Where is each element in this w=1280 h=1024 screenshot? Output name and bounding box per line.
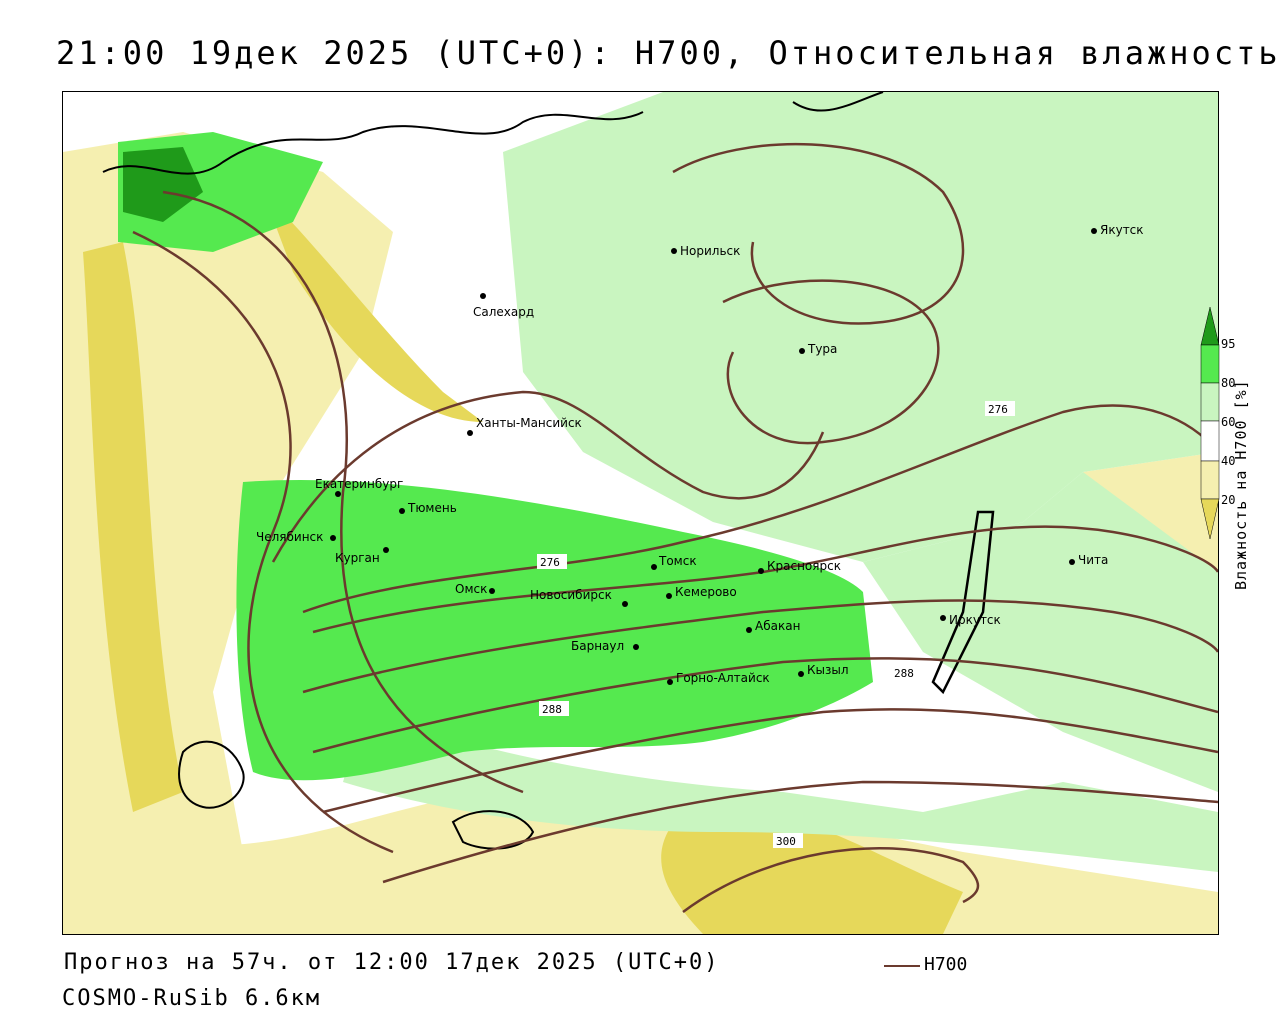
city-label: Иркутск bbox=[949, 613, 1001, 627]
city-label: Екатеринбург bbox=[315, 477, 403, 491]
city-label: Тюмень bbox=[407, 501, 457, 515]
scale-title: Влажность на H700 [%] bbox=[1232, 379, 1250, 590]
city-label: Горно-Алтайск bbox=[676, 671, 770, 685]
contour-line bbox=[672, 142, 965, 325]
contour-label-group: 276 276 288 288 300 bbox=[537, 401, 1015, 848]
humidity-map[interactable]: 276 276 288 288 300 Норильск Якутск Сале… bbox=[62, 91, 1219, 935]
scale-cap-bottom bbox=[1200, 498, 1220, 540]
coastline bbox=[102, 92, 884, 175]
city-label: Кемерово bbox=[675, 585, 737, 599]
city-group: Норильск Якутск Салехард Тура Ханты-Манс… bbox=[256, 223, 1144, 685]
city-label: Абакан bbox=[755, 619, 800, 633]
scale-band-60 bbox=[1200, 420, 1220, 462]
contour-legend-label: H700 bbox=[924, 954, 968, 975]
contour-line bbox=[271, 390, 825, 563]
contour-line bbox=[162, 190, 524, 794]
city-label: Кызыл bbox=[807, 663, 849, 677]
city-label: Ханты-Мансийск bbox=[476, 416, 582, 430]
contour-line bbox=[382, 780, 1218, 884]
dry-band-south-dark bbox=[661, 808, 963, 934]
city-label: Тура bbox=[807, 342, 837, 356]
city-label: Норильск bbox=[680, 244, 740, 258]
contour-line bbox=[682, 847, 980, 914]
contour-line bbox=[302, 404, 1218, 614]
city-label: Новосибирск bbox=[530, 588, 612, 602]
very-humid-core bbox=[123, 147, 203, 222]
scale-tick: 60 bbox=[1221, 415, 1235, 429]
aral-coast bbox=[451, 810, 535, 850]
contour-legend-swatch bbox=[884, 965, 920, 967]
moist-region-east bbox=[863, 472, 1218, 792]
contour-line bbox=[132, 230, 394, 854]
contour-line bbox=[312, 657, 1218, 754]
city-label: Томск bbox=[658, 554, 697, 568]
page-title: 21:00 19дек 2025 (UTC+0): H700, Относите… bbox=[56, 34, 1280, 72]
city-label: Челябинск bbox=[256, 530, 323, 544]
model-info: COSMO-RuSib 6.6км bbox=[62, 986, 322, 1011]
contour-label: 276 bbox=[540, 556, 560, 569]
dry-band-west bbox=[83, 242, 183, 812]
scale-band-95 bbox=[1200, 344, 1220, 384]
moist-region-north bbox=[503, 92, 1218, 562]
city-label: Чита bbox=[1078, 553, 1108, 567]
scale-tick: 40 bbox=[1221, 454, 1235, 468]
contour-line bbox=[312, 525, 1218, 634]
caspian-coast bbox=[178, 740, 245, 809]
humidity-scale: 95 80 60 40 20 bbox=[1200, 306, 1235, 540]
city-label: Красноярск bbox=[767, 559, 841, 573]
city-label: Омск bbox=[455, 582, 487, 596]
moist-region-south bbox=[343, 712, 1218, 872]
contour-label: 288 bbox=[894, 667, 914, 680]
scale-tick: 20 bbox=[1221, 493, 1235, 507]
contour-line bbox=[722, 279, 940, 445]
contour-label: 276 bbox=[988, 403, 1008, 416]
scale-band-80 bbox=[1200, 382, 1220, 422]
scale-cap-top bbox=[1200, 306, 1220, 346]
city-label: Якутск bbox=[1100, 223, 1144, 237]
contour-label: 288 bbox=[542, 703, 562, 716]
h700-contours bbox=[132, 142, 1218, 914]
scale-tick: 95 bbox=[1221, 337, 1235, 351]
contour-line bbox=[322, 708, 1218, 814]
city-label: Салехард bbox=[473, 305, 534, 319]
contour-label: 300 bbox=[776, 835, 796, 848]
city-label: Барнаул bbox=[571, 639, 624, 653]
lake-baikal bbox=[931, 510, 995, 695]
scale-tick: 80 bbox=[1221, 376, 1235, 390]
forecast-info: Прогноз на 57ч. от 12:00 17дек 2025 (UTC… bbox=[64, 950, 720, 975]
contour-line bbox=[302, 599, 1218, 694]
city-label: Курган bbox=[335, 551, 380, 565]
scale-band-40 bbox=[1200, 460, 1220, 500]
